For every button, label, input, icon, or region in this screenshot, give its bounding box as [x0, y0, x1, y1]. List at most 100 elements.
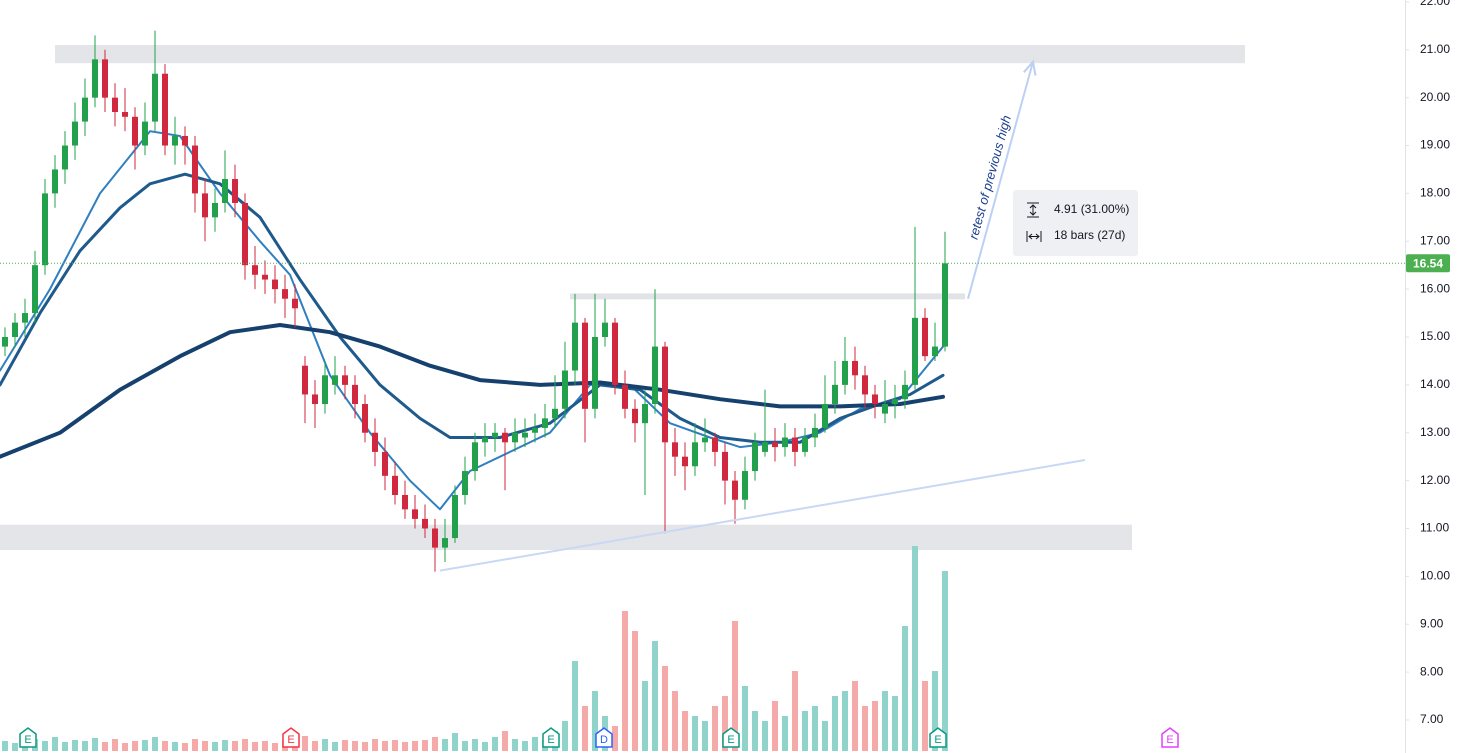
candle-body [232, 179, 238, 203]
price-axis: 22.00 21.00 20.00 19.00 18.00 17.00 16.00 15.00… [1405, 0, 1450, 726]
volume-bar [242, 739, 248, 751]
candle-body [932, 346, 938, 357]
volume-bar [42, 741, 48, 751]
volume-bar [262, 741, 268, 751]
volume-bar [592, 691, 598, 751]
volume-bar [322, 739, 328, 751]
volume-bar [212, 742, 218, 751]
candle-body [792, 437, 798, 452]
candle-body [192, 145, 198, 194]
event-label: E [287, 734, 294, 746]
y-tick-label: 17.00 [1420, 233, 1450, 247]
candle-body [372, 432, 378, 452]
candle-body [772, 442, 778, 448]
volume-bar [62, 742, 68, 751]
volume-bar [232, 741, 238, 751]
volume-bar [402, 742, 408, 751]
volume-bar [172, 742, 178, 751]
measure-background [1013, 190, 1138, 256]
volume-bar [362, 742, 368, 751]
y-tick-label: 21.00 [1420, 42, 1450, 56]
volume-bar [582, 706, 588, 751]
volume-bar [182, 743, 188, 751]
event-badge [595, 727, 613, 748]
candle-body [272, 279, 278, 290]
y-tick-label: 20.00 [1420, 90, 1450, 104]
candle-body [402, 494, 408, 510]
candle-body [492, 432, 498, 438]
candle-body [462, 471, 468, 495]
volume-bar [132, 741, 138, 751]
candle-body [632, 408, 638, 424]
y-tick-label: 16.00 [1420, 281, 1450, 295]
measure-price-change: 4.91 (31.00%) [1054, 202, 1129, 216]
event-badge [19, 727, 37, 748]
candle-body [312, 394, 318, 405]
volume-bar [302, 736, 308, 751]
volume-bar [112, 739, 118, 751]
y-tick-label: 18.00 [1420, 186, 1450, 200]
volume-bar [672, 691, 678, 751]
candle-body [72, 121, 78, 146]
candle-body [882, 404, 888, 414]
candle-body [742, 471, 748, 500]
volume-bar [772, 701, 778, 751]
volume-bar [782, 716, 788, 751]
volume-bar [562, 721, 568, 751]
volume-bar [452, 733, 458, 751]
volume-bar [682, 711, 688, 751]
event-badge [542, 727, 560, 748]
candle-body [922, 317, 928, 357]
candle-body [532, 427, 538, 433]
volume-bar [142, 740, 148, 751]
event-label: E [547, 734, 554, 746]
candle-body [302, 365, 308, 395]
event-label: E [24, 734, 31, 746]
candle-body [502, 432, 508, 443]
event-label: D [600, 734, 608, 746]
candle-body [942, 263, 948, 347]
volume-bar [722, 696, 728, 751]
y-tick-label: 22.00 [1420, 0, 1450, 8]
y-tick-label: 15.00 [1420, 329, 1450, 343]
candle-body [872, 394, 878, 405]
volume-bar [892, 696, 898, 751]
candle-body [172, 135, 178, 146]
volume-bar [852, 681, 858, 751]
candle-body [482, 437, 488, 443]
candle-body [892, 399, 898, 405]
volume-bar [812, 706, 818, 751]
candle-body [412, 509, 418, 519]
candle-body [362, 404, 368, 433]
candle-body [12, 322, 18, 338]
arrow-head [1023, 59, 1037, 76]
candle-body [722, 451, 728, 481]
candle-body [282, 289, 288, 299]
volume-bar [922, 681, 928, 751]
candle-body [382, 451, 388, 476]
candle-body [822, 404, 828, 428]
volume-bar [622, 611, 628, 751]
moving-average [0, 172, 945, 444]
candle-body [422, 518, 428, 529]
volume-bar [492, 737, 498, 751]
candle-body [582, 322, 588, 409]
last-price-tag [1406, 254, 1450, 273]
price-range-icon [1027, 202, 1039, 218]
event-badge [722, 727, 740, 748]
candle-body [912, 317, 918, 385]
candle-body [542, 418, 548, 428]
candle-body [612, 322, 618, 385]
zone [55, 44, 1245, 64]
candle-body [862, 375, 868, 395]
candle-body [352, 384, 358, 405]
volume-bar [832, 696, 838, 751]
candle-body [902, 384, 908, 400]
volume-pane [2, 546, 948, 751]
candle-body [832, 384, 838, 405]
candle-body [622, 384, 628, 409]
volume-bar [642, 681, 648, 751]
volume-bar [352, 741, 358, 751]
